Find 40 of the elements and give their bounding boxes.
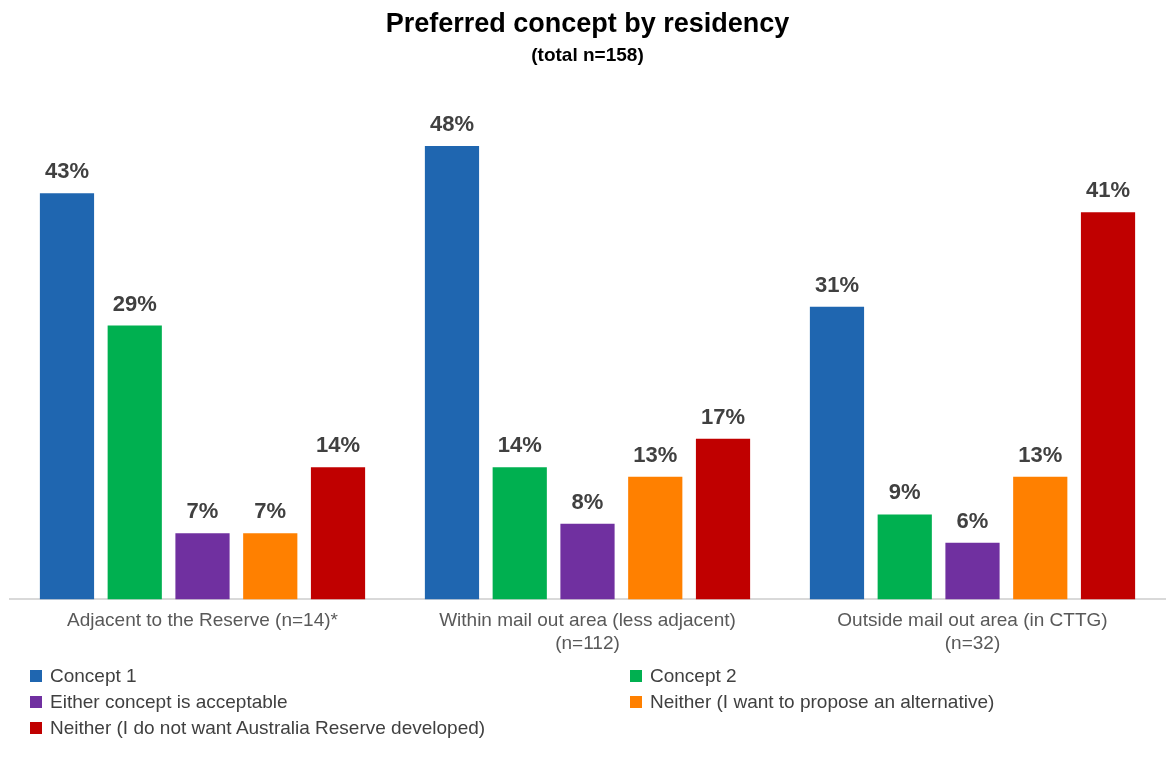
bar [877, 514, 932, 600]
legend-label: Either concept is acceptable [50, 691, 288, 713]
x-tick-label: Outside mail out area (in CTTG) (n=32) [837, 609, 1108, 653]
data-label: 9% [888, 479, 921, 505]
data-label: 7% [254, 498, 287, 524]
data-label: 41% [1086, 177, 1131, 203]
data-label: 29% [112, 290, 157, 316]
bar [1080, 212, 1136, 600]
bar [243, 533, 298, 600]
data-label: 13% [1018, 441, 1063, 467]
data-label: 17% [701, 403, 746, 429]
bar [424, 146, 480, 600]
bar [310, 467, 366, 600]
legend-label: Concept 1 [50, 665, 137, 687]
chart-subtitle: (total n=158) [531, 44, 644, 66]
bar [39, 193, 95, 600]
bar [695, 438, 751, 600]
legend-label: Neither (I do not want Australia Reserve developed) [50, 717, 486, 739]
data-label: 31% [814, 271, 859, 297]
bar [945, 542, 1000, 600]
bar [492, 467, 547, 600]
x-tick-label: Adjacent to the Reserve (n=14)* [67, 609, 339, 631]
data-label: 7% [186, 498, 219, 524]
bar [628, 476, 683, 600]
x-tick-label: Within mail out area (less adjacent) (n=112) [439, 609, 736, 653]
bar [1013, 476, 1068, 600]
data-label: 43% [44, 158, 89, 184]
data-label: 14% [316, 432, 361, 458]
data-label: 14% [497, 432, 542, 458]
data-label: 8% [571, 488, 604, 514]
data-label: 13% [633, 441, 678, 467]
chart-title: Preferred concept by residency [385, 7, 790, 38]
data-label: 48% [429, 111, 474, 137]
legend-label: Neither (I want to propose an alternative) [650, 691, 995, 713]
bar [175, 533, 230, 600]
bar [809, 306, 865, 600]
bar [560, 523, 615, 600]
data-label: 6% [956, 507, 989, 533]
bar [107, 325, 162, 600]
legend-label: Concept 2 [650, 665, 737, 687]
